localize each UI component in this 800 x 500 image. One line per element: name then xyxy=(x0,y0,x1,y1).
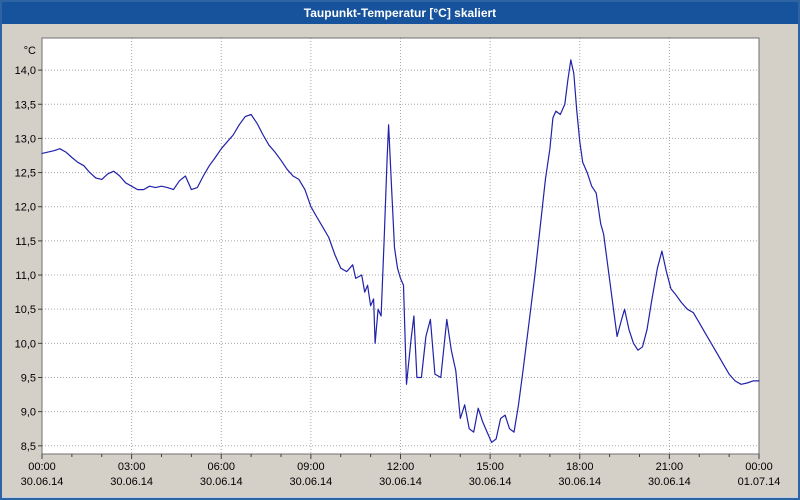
svg-text:30.06.14: 30.06.14 xyxy=(289,476,332,488)
svg-text:01.07.14: 01.07.14 xyxy=(738,476,781,488)
svg-text:09:00: 09:00 xyxy=(297,461,325,473)
svg-text:9,5: 9,5 xyxy=(21,372,36,384)
svg-text:30.06.14: 30.06.14 xyxy=(469,476,512,488)
svg-text:30.06.14: 30.06.14 xyxy=(558,476,601,488)
svg-text:30.06.14: 30.06.14 xyxy=(110,476,153,488)
chart-canvas: 8,5 9,0 9,5 10,0 10,5 11,0 11,5 12,0 12,5 13,0 13,… xyxy=(15,37,781,488)
svg-text:9,0: 9,0 xyxy=(21,407,36,419)
svg-text:11,0: 11,0 xyxy=(15,270,36,282)
svg-text:30.06.14: 30.06.14 xyxy=(21,476,64,488)
svg-text:03:00: 03:00 xyxy=(118,461,146,473)
chart-area: 8,5 9,0 9,5 10,0 10,5 11,0 11,5 12,0 12,5 13,0 13,… xyxy=(2,24,798,497)
svg-text:°C: °C xyxy=(24,45,36,57)
svg-text:30.06.14: 30.06.14 xyxy=(648,476,691,488)
svg-text:00:00: 00:00 xyxy=(745,461,773,473)
svg-text:13,5: 13,5 xyxy=(15,99,36,111)
svg-text:8,5: 8,5 xyxy=(21,441,36,453)
svg-text:10,5: 10,5 xyxy=(15,304,36,316)
svg-text:18:00: 18:00 xyxy=(566,461,594,473)
svg-text:15:00: 15:00 xyxy=(476,461,504,473)
svg-text:06:00: 06:00 xyxy=(207,461,235,473)
svg-text:30.06.14: 30.06.14 xyxy=(200,476,243,488)
svg-text:12,0: 12,0 xyxy=(15,202,36,214)
svg-text:13,0: 13,0 xyxy=(15,133,36,145)
svg-text:30.06.14: 30.06.14 xyxy=(379,476,422,488)
svg-text:12:00: 12:00 xyxy=(387,461,415,473)
svg-text:12,5: 12,5 xyxy=(15,168,36,180)
svg-text:14,0: 14,0 xyxy=(15,65,36,77)
title-bar: Taupunkt-Temperatur [°C] skaliert xyxy=(2,2,798,24)
window-title: Taupunkt-Temperatur [°C] skaliert xyxy=(303,6,497,20)
bottom-strip xyxy=(2,497,798,498)
svg-text:21:00: 21:00 xyxy=(656,461,684,473)
svg-text:00:00: 00:00 xyxy=(28,461,56,473)
svg-text:11,5: 11,5 xyxy=(15,236,36,248)
svg-text:10,0: 10,0 xyxy=(15,338,36,350)
